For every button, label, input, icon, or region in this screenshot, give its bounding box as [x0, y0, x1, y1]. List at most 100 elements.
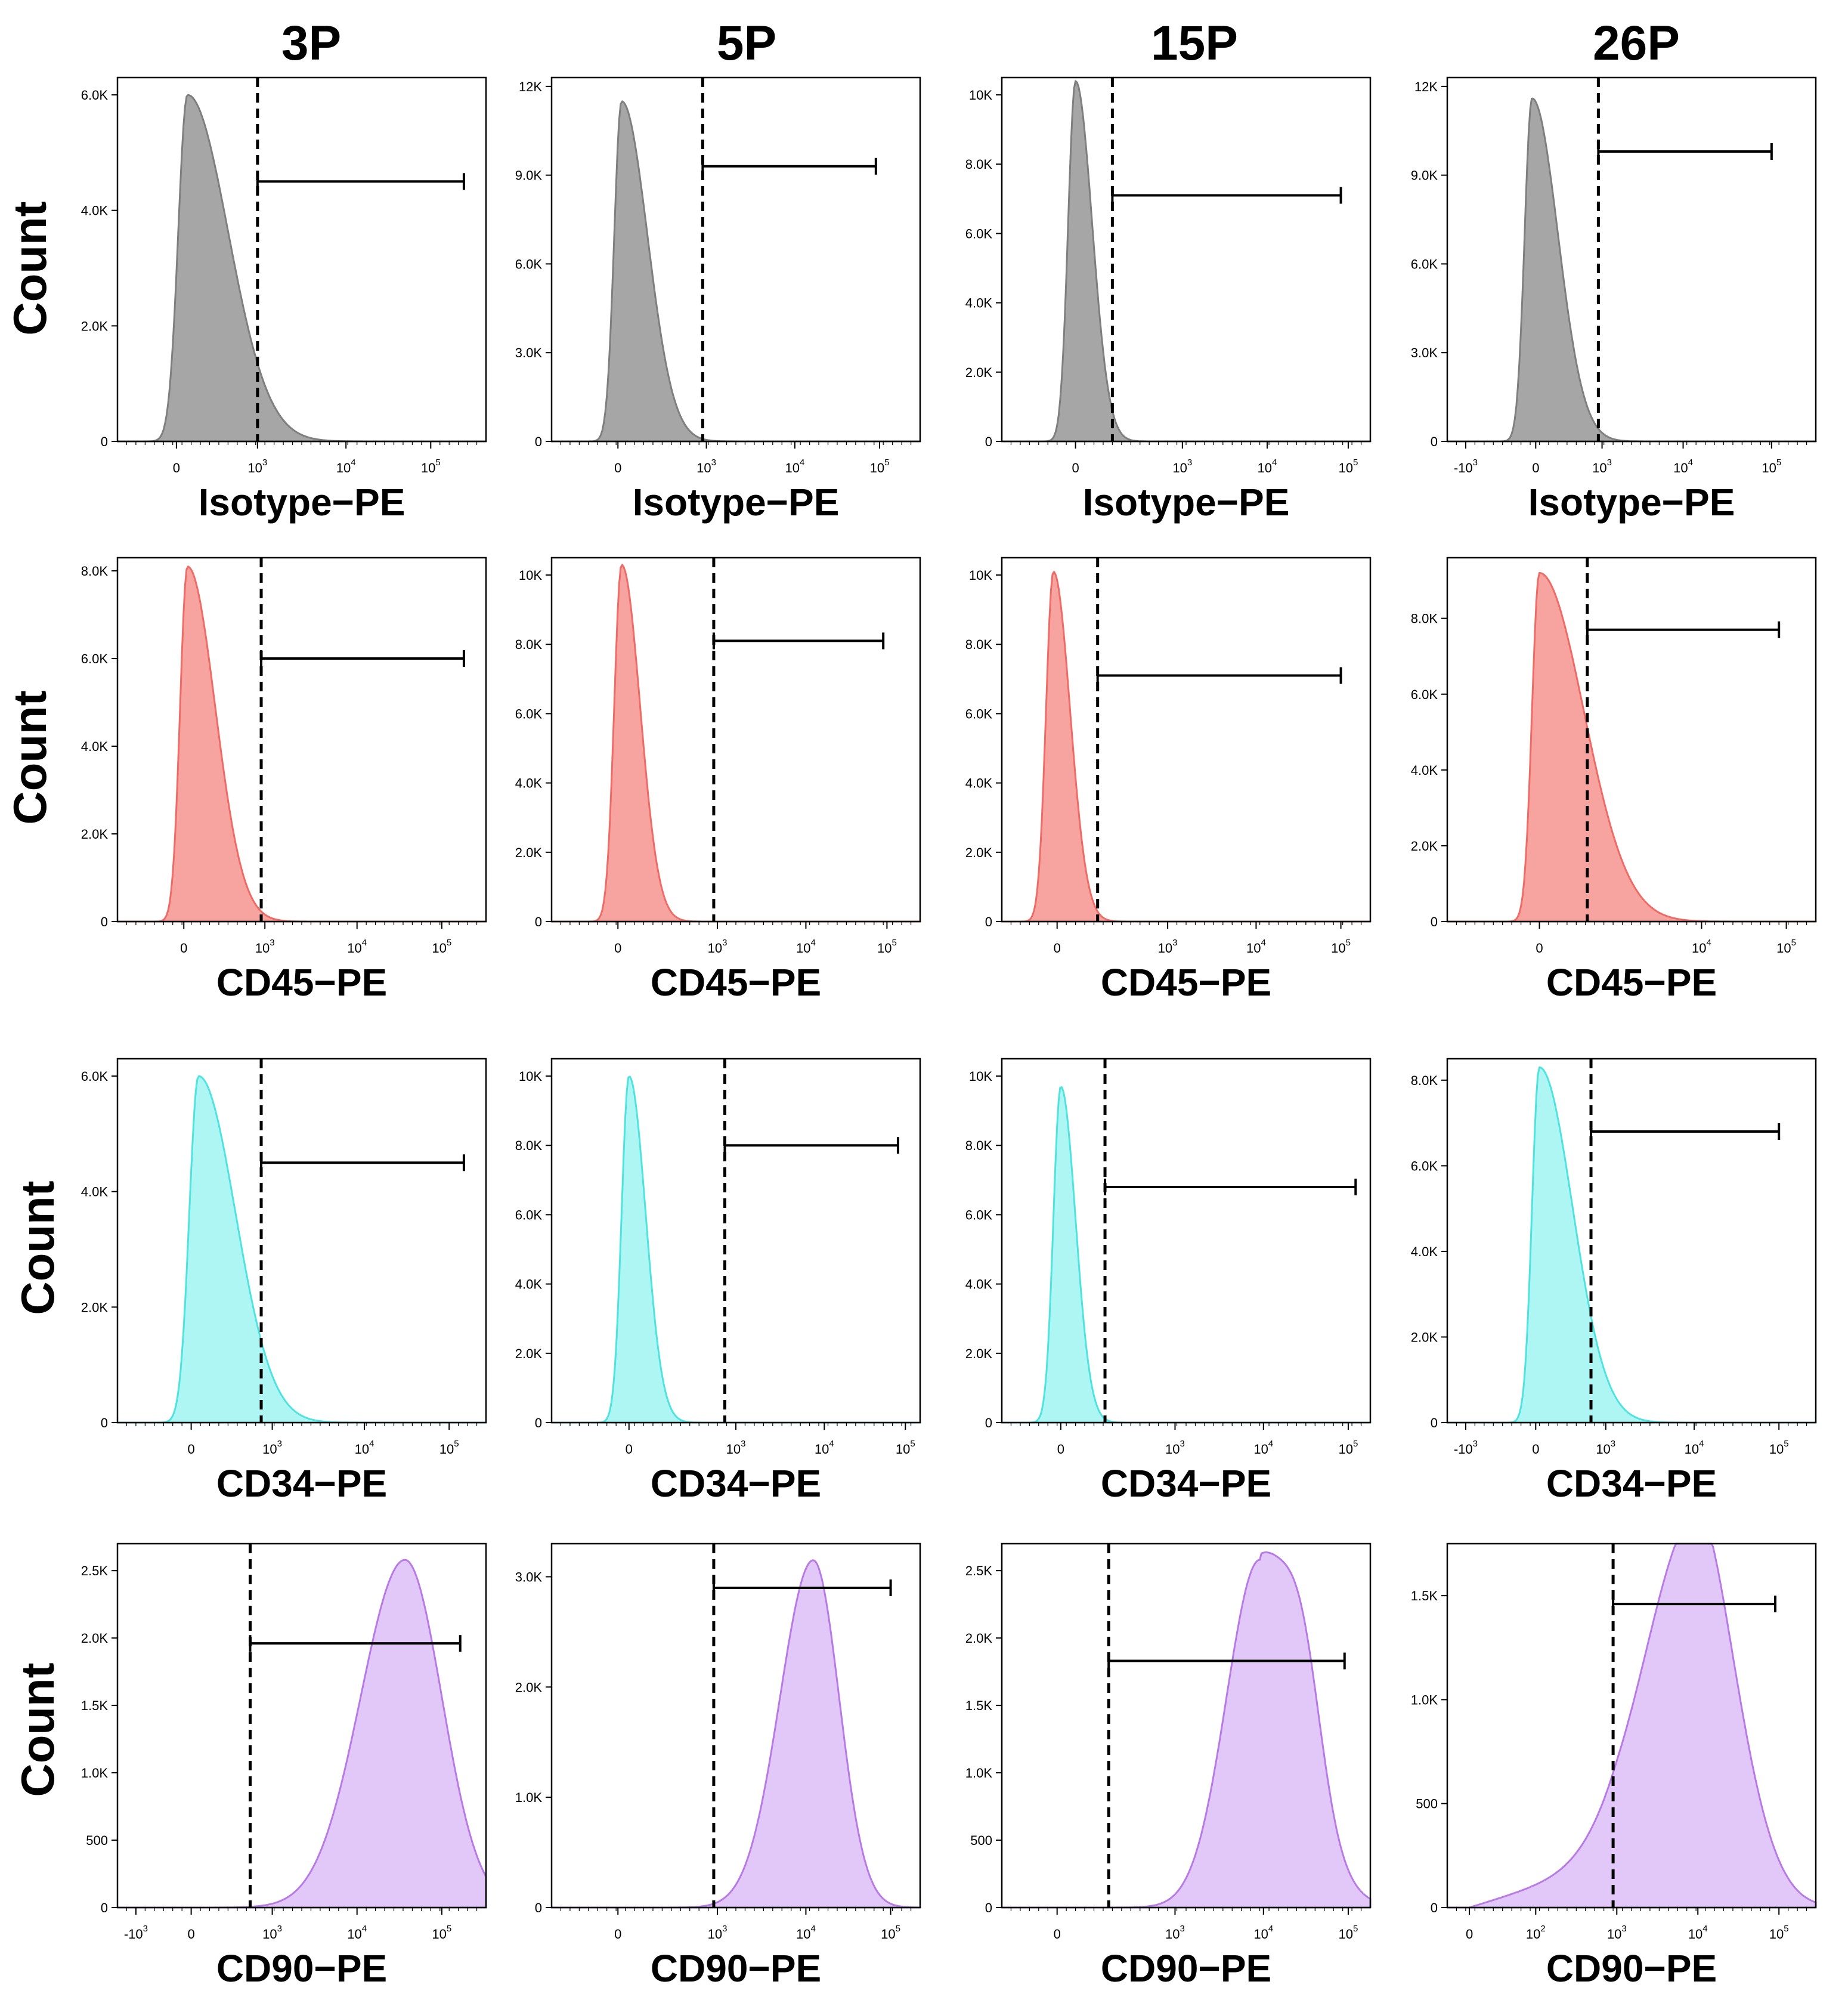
- y-tick-label-r1c3-1: 2.0K: [1411, 839, 1438, 854]
- y-tick-label-r1c3-0: 0: [1431, 914, 1438, 929]
- row-ylabel-cd90: Count: [11, 1662, 64, 1797]
- x-axis-label-r2c2: CD34−PE: [1101, 1462, 1271, 1505]
- y-tick-label-r0c0-1: 2.0K: [81, 319, 109, 333]
- column-title-26p: 26P: [1593, 16, 1680, 70]
- x-axis-label-r3c3: CD90−PE: [1546, 1947, 1717, 1990]
- y-tick-label-r0c3-0: 0: [1431, 434, 1438, 449]
- y-tick-label-r1c1-2: 4.0K: [515, 776, 543, 791]
- y-tick-label-r2c1-2: 4.0K: [515, 1277, 543, 1292]
- y-tick-label-r0c1-4: 12K: [519, 79, 542, 94]
- y-tick-label-r2c0-3: 6.0K: [81, 1069, 109, 1084]
- y-tick-label-r1c3-3: 6.0K: [1411, 687, 1438, 702]
- histogram-panels: 02.0K4.0K6.0K0 103 104 105Isotype−PE03.0K6.…: [81, 76, 1817, 1990]
- x-tick-label-r0c2-0: 0: [1072, 460, 1079, 475]
- y-tick-label-r1c0-2: 4.0K: [81, 739, 109, 754]
- x-tick-exponent-r2c2-2: 4: [1268, 1439, 1273, 1449]
- y-tick-label-r3c3-0: 0: [1431, 1900, 1438, 1915]
- x-tick-label-r0c3-1: 0: [1532, 460, 1539, 475]
- y-tick-label-r1c0-1: 2.0K: [81, 827, 109, 842]
- x-tick-exponent-r1c1-1: 3: [722, 938, 727, 948]
- x-tick-exponent-r0c2-3: 5: [1353, 458, 1358, 468]
- y-tick-label-r0c1-1: 3.0K: [515, 345, 543, 360]
- y-tick-label-r0c2-0: 0: [985, 434, 992, 449]
- x-tick-exponent-r1c0-3: 5: [447, 938, 451, 948]
- y-tick-label-r2c0-1: 2.0K: [81, 1300, 109, 1315]
- x-tick-label-r1c3-0: 0: [1536, 941, 1543, 956]
- x-tick-label-r2c3-0: -103: [1454, 1439, 1478, 1457]
- x-tick-exponent-r0c2-2: 4: [1272, 458, 1277, 468]
- x-axis-label-r3c2: CD90−PE: [1101, 1947, 1271, 1990]
- x-tick-exponent-r3c3-3: 4: [1702, 1924, 1707, 1934]
- y-tick-label-r3c3-2: 1.0K: [1411, 1692, 1438, 1707]
- column-title-5p: 5P: [717, 16, 776, 70]
- x-tick-exponent-r0c1-3: 5: [884, 458, 889, 468]
- row-ylabel-isotype: Count: [4, 201, 56, 335]
- x-axis-label-r0c2: Isotype−PE: [1083, 481, 1290, 524]
- x-tick-exponent-r2c1-1: 3: [741, 1439, 745, 1449]
- y-tick-label-r2c3-4: 8.0K: [1411, 1073, 1438, 1088]
- y-tick-label-r3c2-1: 500: [970, 1833, 992, 1848]
- y-tick-label-r2c1-0: 0: [535, 1415, 542, 1430]
- y-tick-label-r1c0-0: 0: [101, 914, 108, 929]
- y-tick-label-r0c0-0: 0: [101, 434, 108, 449]
- y-tick-label-r1c1-3: 6.0K: [515, 706, 543, 721]
- x-tick-exponent-r0c0-3: 5: [435, 458, 440, 468]
- y-tick-label-r1c2-5: 10K: [969, 568, 992, 583]
- y-tick-label-r0c3-3: 9.0K: [1411, 168, 1438, 183]
- y-tick-label-r3c2-0: 0: [985, 1900, 992, 1915]
- y-tick-label-r1c0-3: 6.0K: [81, 651, 109, 666]
- x-tick-exponent-r0c1-2: 4: [800, 458, 804, 468]
- x-tick-exponent-r3c0-3: 4: [362, 1924, 367, 1934]
- y-tick-label-r3c0-1: 500: [86, 1833, 108, 1848]
- x-tick-label-r1c0-3: 105: [432, 938, 451, 956]
- x-tick-exponent-r0c1-1: 3: [711, 458, 716, 468]
- x-tick-exponent-r1c3-1: 4: [1706, 938, 1711, 948]
- y-tick-label-r2c2-1: 2.0K: [965, 1346, 993, 1361]
- x-tick-exponent-r0c3-0: 3: [1473, 458, 1478, 468]
- x-tick-exponent-r2c3-0: 3: [1473, 1439, 1478, 1449]
- x-axis-label-r0c1: Isotype−PE: [633, 481, 840, 524]
- row-ylabel-cd34: Count: [11, 1180, 64, 1315]
- x-tick-exponent-r2c0-3: 5: [454, 1439, 459, 1449]
- x-axis-label-r2c0: CD34−PE: [216, 1462, 387, 1505]
- y-tick-label-r3c1-3: 3.0K: [515, 1569, 543, 1584]
- y-tick-label-r3c2-5: 2.5K: [965, 1563, 993, 1578]
- x-tick-exponent-r2c0-2: 4: [369, 1439, 374, 1449]
- y-tick-label-r0c1-2: 6.0K: [515, 256, 543, 271]
- x-axis-label-r2c3: CD34−PE: [1546, 1462, 1717, 1505]
- x-tick-exponent-r3c0-0: 3: [143, 1924, 148, 1934]
- y-tick-label-r1c2-1: 2.0K: [965, 845, 993, 860]
- y-tick-label-r2c2-3: 6.0K: [965, 1207, 993, 1222]
- x-tick-label-r2c1-0: 0: [626, 1442, 633, 1457]
- x-tick-exponent-r2c2-1: 3: [1180, 1439, 1185, 1449]
- x-tick-label-r0c0-0: 0: [173, 460, 180, 475]
- y-tick-label-r2c1-3: 6.0K: [515, 1207, 543, 1222]
- x-tick-exponent-r3c0-4: 5: [447, 1924, 451, 1934]
- x-tick-exponent-r0c3-3: 4: [1688, 458, 1693, 468]
- x-tick-label-r3c2-0: 0: [1054, 1927, 1061, 1942]
- x-tick-exponent-r3c3-2: 3: [1621, 1924, 1626, 1934]
- x-tick-exponent-r2c3-3: 4: [1699, 1439, 1704, 1449]
- y-tick-label-r1c2-2: 4.0K: [965, 776, 993, 791]
- y-tick-label-r2c0-2: 4.0K: [81, 1185, 109, 1200]
- x-tick-exponent-r2c3-2: 3: [1611, 1439, 1615, 1449]
- y-tick-label-r2c1-5: 10K: [519, 1069, 542, 1084]
- y-tick-label-r3c2-2: 1.0K: [965, 1766, 993, 1780]
- x-tick-label-r3c0-1: 0: [187, 1927, 194, 1942]
- y-tick-label-r0c1-3: 9.0K: [515, 168, 543, 183]
- y-tick-label-r2c2-5: 10K: [969, 1069, 992, 1084]
- y-tick-label-r3c1-2: 2.0K: [515, 1680, 543, 1695]
- y-tick-label-r1c1-4: 8.0K: [515, 637, 543, 652]
- y-tick-label-r0c2-2: 4.0K: [965, 296, 993, 311]
- y-tick-label-r0c2-4: 8.0K: [965, 157, 993, 172]
- x-tick-label-r0c1-0: 0: [614, 460, 621, 475]
- y-tick-label-r1c2-3: 6.0K: [965, 706, 993, 721]
